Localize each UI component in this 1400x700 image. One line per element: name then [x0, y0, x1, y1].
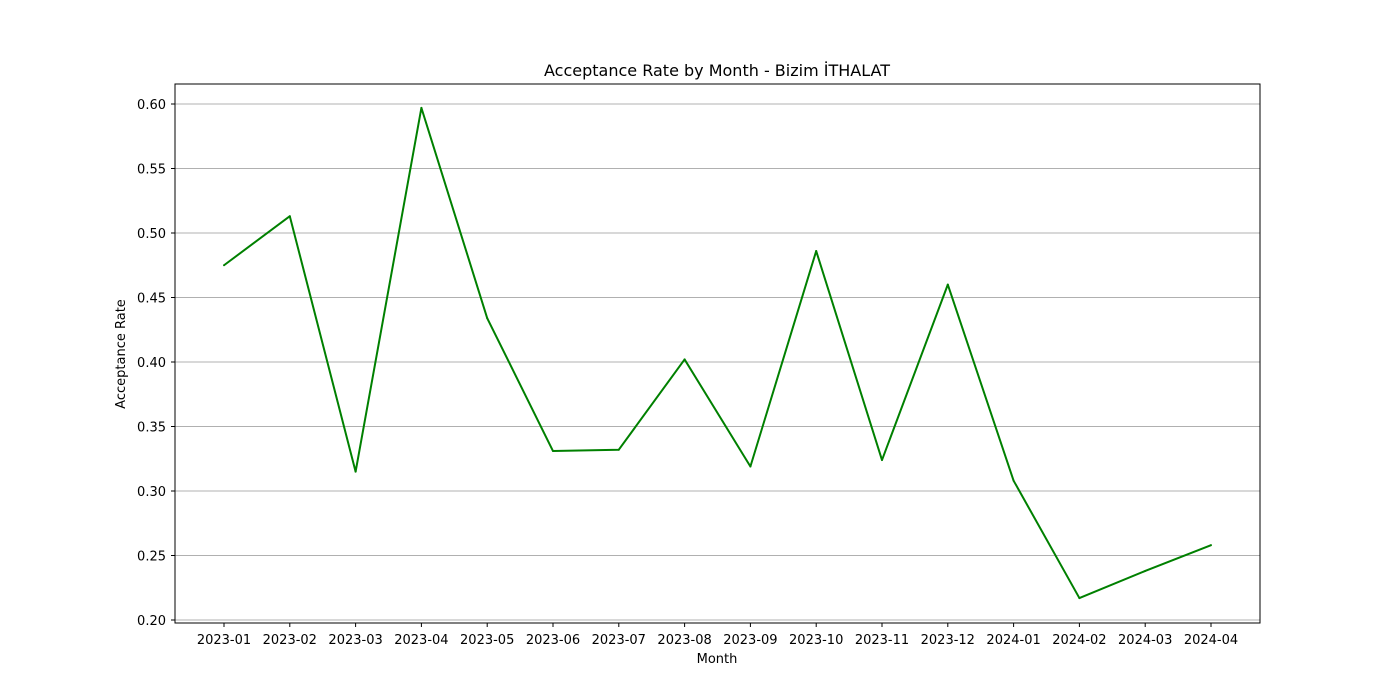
x-tick-label: 2023-02	[263, 633, 317, 648]
y-tick-label: 0.40	[137, 356, 166, 371]
data-point	[1078, 597, 1081, 600]
data-point	[881, 459, 883, 462]
x-axis: 2023-01 2023-02 2023-03 2023-04 2023-05 2023-…	[197, 623, 1238, 648]
x-tick-label: 2023-05	[460, 633, 514, 648]
y-tick-label: 0.25	[137, 550, 166, 565]
grid-lines	[175, 103, 1260, 621]
data-point	[617, 448, 620, 451]
x-tick-label: 2023-03	[328, 633, 382, 648]
x-tick-label: 2024-02	[1052, 633, 1106, 648]
y-tick-label: 0.35	[137, 421, 166, 436]
y-tick-label: 0.50	[137, 227, 166, 242]
plot-frame	[174, 83, 1261, 624]
y-axis-label: Acceptance Rate	[114, 299, 129, 409]
data-point	[486, 317, 489, 320]
x-tick-label: 2023-12	[921, 633, 975, 648]
data-point	[223, 264, 225, 267]
chart-title: Acceptance Rate by Month - Bizim İTHALAT	[544, 61, 890, 80]
x-tick-label: 2023-01	[197, 633, 251, 648]
data-point	[354, 470, 357, 473]
data-point	[1012, 479, 1015, 482]
data-point	[552, 450, 554, 453]
data-point	[420, 106, 423, 109]
data-point	[1210, 544, 1212, 547]
y-tick-label: 0.55	[137, 163, 166, 178]
y-tick-label: 0.20	[137, 614, 166, 629]
x-tick-label: 2023-08	[657, 633, 711, 648]
x-axis-label: Month	[697, 652, 738, 667]
x-tick-label: 2024-01	[986, 633, 1040, 648]
x-tick-label: 2023-09	[723, 633, 777, 648]
data-point	[749, 465, 752, 468]
x-tick-label: 2024-04	[1184, 633, 1238, 648]
data-point	[946, 283, 949, 286]
y-tick-label: 0.30	[137, 485, 166, 500]
x-tick-label: 2023-10	[789, 633, 843, 648]
x-tick-label: 2024-03	[1118, 633, 1172, 648]
x-tick-label: 2023-04	[394, 633, 448, 648]
x-tick-label: 2023-07	[592, 633, 646, 648]
data-point	[1144, 569, 1147, 572]
data-point	[815, 250, 818, 253]
y-tick-label: 0.45	[137, 292, 166, 307]
x-tick-label: 2023-06	[526, 633, 580, 648]
y-axis: 0.20 0.25 0.30 0.35 0.40 0.45 0.50 0.55 0.60	[137, 98, 175, 629]
y-tick-label: 0.60	[137, 98, 166, 113]
x-tick-label: 2023-11	[855, 633, 909, 648]
data-point	[683, 358, 686, 361]
data-point	[288, 215, 291, 218]
series-layer	[223, 106, 1212, 600]
series-line	[223, 106, 1212, 600]
